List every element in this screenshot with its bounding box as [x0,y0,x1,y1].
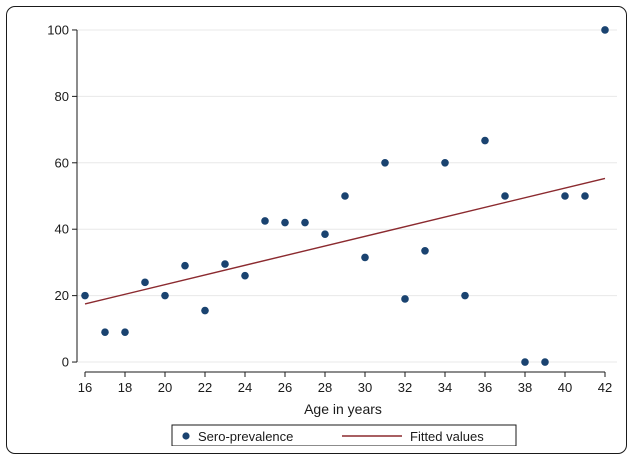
sero-prevalence-point [501,192,509,200]
x-tick-label: 38 [518,380,532,395]
sero-prevalence-point [481,136,489,145]
x-tick-label: 36 [478,380,492,395]
sero-prevalence-point [161,291,169,300]
sero-prevalence-point [541,358,549,366]
sero-prevalence-point [221,260,229,268]
x-tick-label: 30 [358,380,372,395]
y-tick-label: 60 [55,155,69,170]
chart-frame [6,6,627,454]
sero-prevalence-point [201,306,209,315]
legend-label-sero-prevalence: Sero-prevalence [198,429,293,444]
sero-prevalence-point [321,230,329,238]
y-tick-label: 100 [47,22,69,37]
sero-prevalence-point [521,358,529,366]
x-tick-label: 20 [158,380,172,395]
fitted-values-line [84,177,606,305]
sero-prevalence-point [141,278,149,287]
sero-prevalence-point [601,26,609,34]
sero-prevalence-point [121,328,129,336]
y-tick-label: 0 [62,355,69,370]
axes: 0 20 40 60 80 100 16 18 20 22 24 26 28 30 32 34 36 38 40 42 [47,22,612,395]
legend-label-fitted-values: Fitted values [410,429,484,444]
fitted-line-layer [84,177,606,305]
legend-marker-sero-prevalence [182,432,190,440]
x-tick-label: 22 [198,380,212,395]
sero-prevalence-point [81,291,89,300]
sero-prevalence-point [281,218,289,227]
sero-prevalence-point [181,261,189,270]
sero-prevalence-point [101,328,109,336]
sero-prevalence-point [301,218,309,227]
sero-prevalence-point [261,217,269,225]
sero-prevalence-point [381,158,389,167]
x-tick-label: 24 [238,380,252,395]
x-tick-label: 32 [398,380,412,395]
x-tick-label: 40 [558,380,572,395]
y-tick-label: 20 [55,288,69,303]
x-tick-label: 16 [78,380,92,395]
x-tick-label: 42 [598,380,612,395]
sero-prevalence-point [441,158,449,167]
data-points [81,26,609,366]
sero-prevalence-point [461,291,469,300]
y-tick-label: 80 [55,89,69,104]
sero-prevalence-point [401,295,409,303]
sero-prevalence-point [361,253,369,262]
x-axis-title: Age in years [304,401,382,417]
legend: Sero-prevalence Fitted values [171,424,517,446]
sero-prevalence-point [241,271,249,280]
sero-prevalence-point [421,246,429,255]
x-tick-label: 34 [438,380,452,395]
sero-prevalence-point [561,192,569,200]
x-tick-label: 28 [318,380,332,395]
sero-prevalence-point [341,192,349,200]
x-tick-label: 18 [118,380,132,395]
sero-prevalence-point [581,192,589,200]
x-tick-label: 26 [278,380,292,395]
y-tick-label: 40 [55,222,69,237]
